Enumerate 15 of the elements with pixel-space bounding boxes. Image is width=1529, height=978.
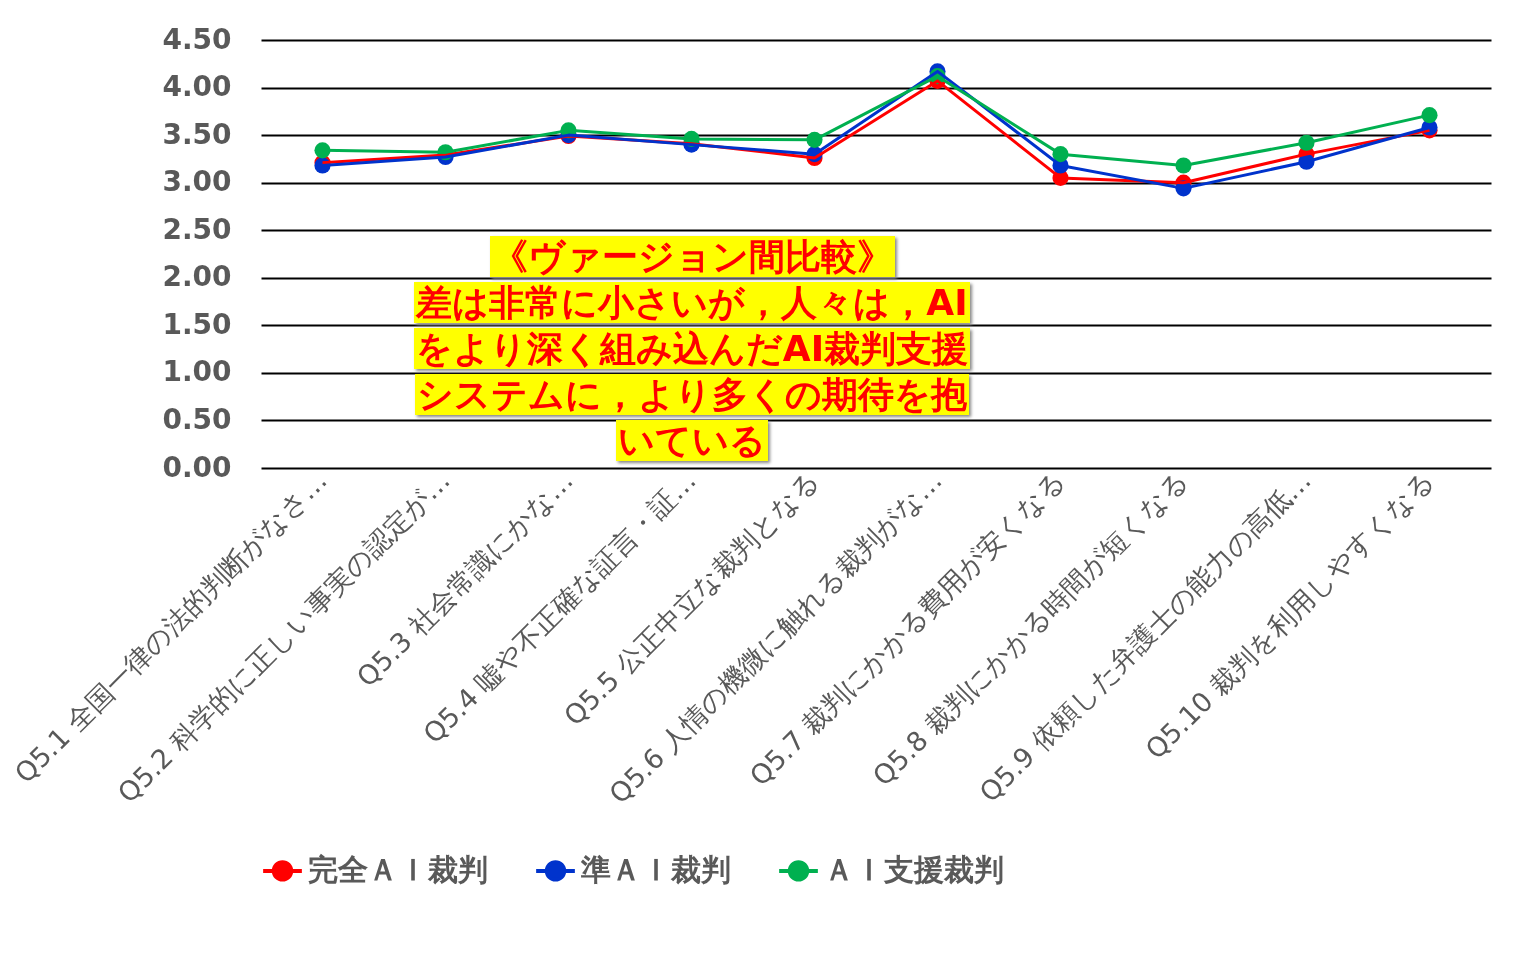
y-tick-label: 3.50 xyxy=(162,117,232,151)
y-tick-label: 2.00 xyxy=(162,260,232,294)
y-tick-label: 3.00 xyxy=(162,165,232,199)
y-tick-label: 2.50 xyxy=(162,212,232,246)
y-tick-label: 0.50 xyxy=(162,402,232,436)
y-tick-label: 1.50 xyxy=(162,307,232,341)
y-tick-label: 1.00 xyxy=(162,355,232,389)
y-tick-label: 4.50 xyxy=(162,22,232,56)
legend-label: 完全ＡＩ裁判 xyxy=(308,851,488,887)
annotation: 差は非常に小さいが，人々は，AIをより深く組み込んだAI裁判支援システムに，より多くの期待を抱いている xyxy=(414,282,970,461)
y-tick-label: 4.00 xyxy=(162,70,232,104)
annotation: 《ヴァージョン間比較》 xyxy=(489,236,895,277)
y-tick-label: 0.00 xyxy=(162,450,232,484)
legend-label: ＡＩ支援裁判 xyxy=(824,851,1004,887)
legend-label: 準ＡＩ裁判 xyxy=(580,851,731,887)
